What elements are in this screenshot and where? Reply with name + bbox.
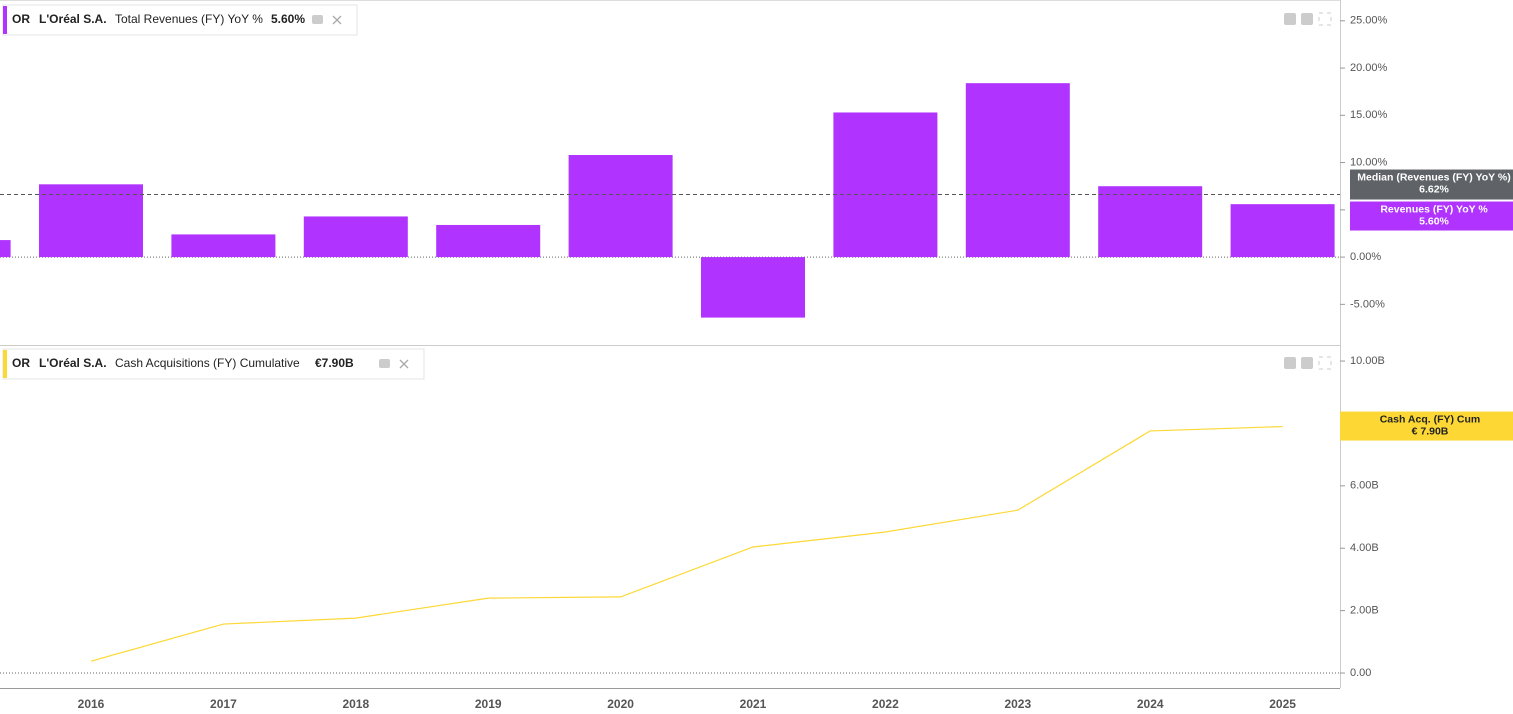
bar bbox=[303, 216, 408, 258]
close-icon[interactable] bbox=[399, 359, 409, 369]
bar bbox=[568, 155, 673, 258]
y-tick-label: 4.00B bbox=[1350, 542, 1379, 554]
bar bbox=[1098, 186, 1203, 258]
legend-box bbox=[2, 4, 358, 36]
legend-title: Total Revenues (FY) YoY % bbox=[115, 12, 263, 26]
move-up-button[interactable] bbox=[1284, 357, 1296, 369]
y-tick-label: 15.00% bbox=[1350, 109, 1388, 121]
y-tick-label: 20.00% bbox=[1350, 62, 1388, 74]
x-tick-label: 2023 bbox=[1004, 697, 1031, 711]
move-down-button[interactable] bbox=[1301, 13, 1313, 25]
move-down-button[interactable] bbox=[1301, 357, 1313, 369]
median-tag-name: Median (Revenues (FY) YoY %) bbox=[1357, 171, 1510, 183]
bar bbox=[1230, 204, 1335, 258]
y-tick-label: 6.00B bbox=[1350, 480, 1379, 492]
y-tick-label: -5.00% bbox=[1350, 298, 1385, 310]
y-tick-label: 2.00B bbox=[1350, 605, 1379, 617]
bar bbox=[436, 224, 541, 258]
bar bbox=[39, 184, 143, 258]
y-tick-label: 0.00 bbox=[1350, 667, 1371, 679]
x-tick-label: 2020 bbox=[607, 697, 634, 711]
legend-swatch bbox=[3, 350, 7, 378]
value-tag bbox=[1340, 411, 1513, 441]
value-tag bbox=[1350, 201, 1513, 231]
bar bbox=[701, 257, 805, 318]
settings-icon[interactable] bbox=[379, 359, 390, 368]
y-tick-label: 25.00% bbox=[1350, 15, 1388, 27]
median-tag bbox=[1350, 169, 1513, 200]
y-tick-label: 10.00% bbox=[1350, 156, 1388, 168]
x-tick-label: 2017 bbox=[210, 697, 237, 711]
legend-title: Cash Acquisitions (FY) Cumulative bbox=[115, 356, 300, 370]
x-tick-label: 2018 bbox=[342, 697, 369, 711]
median-tag-value: 6.62% bbox=[1419, 183, 1449, 195]
x-tick-label: 2019 bbox=[475, 697, 502, 711]
legend-value: €7.90B bbox=[315, 356, 354, 370]
x-tick-label: 2025 bbox=[1269, 697, 1296, 711]
settings-icon[interactable] bbox=[312, 15, 323, 24]
x-tick-label: 2021 bbox=[740, 697, 767, 711]
x-tick-label: 2024 bbox=[1137, 697, 1164, 711]
legend-ticker: OR bbox=[12, 356, 30, 370]
move-up-button[interactable] bbox=[1284, 13, 1296, 25]
x-tick-label: 2016 bbox=[78, 697, 105, 711]
y-tick-label: 0.00% bbox=[1350, 251, 1381, 263]
bar bbox=[965, 83, 1070, 258]
line bbox=[90, 425, 1283, 662]
legend-ticker: OR bbox=[12, 12, 30, 26]
legend-company: L'Oréal S.A. bbox=[39, 12, 107, 26]
value-tag-name: Cash Acq. (FY) Cum bbox=[1380, 413, 1481, 425]
close-icon[interactable] bbox=[332, 15, 342, 25]
expand-button[interactable] bbox=[1318, 356, 1332, 370]
value-tag-name: Revenues (FY) YoY % bbox=[1380, 203, 1488, 215]
legend-swatch bbox=[3, 6, 7, 34]
y-tick-label: 10.00B bbox=[1350, 355, 1385, 367]
bar bbox=[833, 112, 938, 258]
bar bbox=[0, 240, 11, 258]
expand-button[interactable] bbox=[1318, 12, 1332, 26]
bar bbox=[171, 234, 276, 258]
value-tag-value: € 7.90B bbox=[1412, 425, 1449, 437]
x-tick-label: 2022 bbox=[872, 697, 899, 711]
value-tag-value: 5.60% bbox=[1419, 215, 1449, 227]
legend-company: L'Oréal S.A. bbox=[39, 356, 107, 370]
legend-value: 5.60% bbox=[271, 12, 305, 26]
panel-controls bbox=[1284, 12, 1332, 370]
legend-box bbox=[2, 348, 425, 380]
